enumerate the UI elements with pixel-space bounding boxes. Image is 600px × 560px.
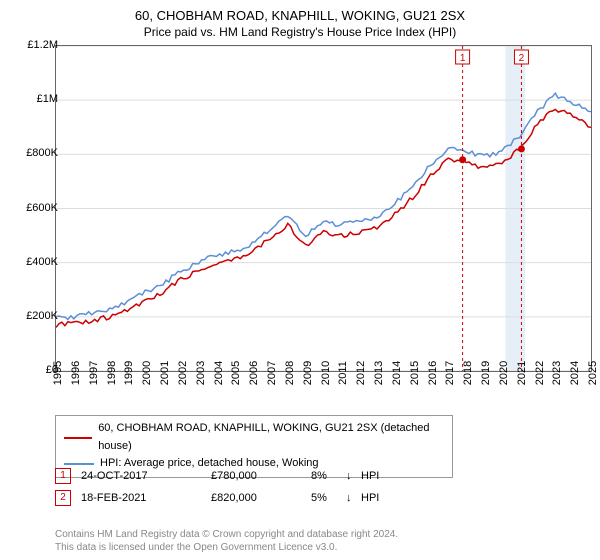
data-point-row: 2 18-FEB-2021 £820,000 5% ↓ HPI <box>55 490 379 506</box>
data-point-suffix: HPI <box>361 492 379 504</box>
plot-area: 12 <box>55 45 592 372</box>
legend-swatch <box>64 437 92 439</box>
down-arrow-icon: ↓ <box>346 470 361 482</box>
chart-container: 60, CHOBHAM ROAD, KNAPHILL, WOKING, GU21… <box>0 0 600 560</box>
data-point-table: 1 24-OCT-2017 £780,000 8% ↓ HPI 2 18-FEB… <box>55 462 379 506</box>
data-point-row: 1 24-OCT-2017 £780,000 8% ↓ HPI <box>55 468 379 484</box>
data-point-pct: 8% <box>311 470 346 482</box>
footer-line: This data is licensed under the Open Gov… <box>55 541 398 554</box>
data-point-price: £820,000 <box>211 492 311 504</box>
marker-badge: 2 <box>55 490 71 506</box>
down-arrow-icon: ↓ <box>346 492 361 504</box>
svg-text:1: 1 <box>460 53 466 64</box>
data-point-suffix: HPI <box>361 470 379 482</box>
svg-text:2: 2 <box>519 53 525 64</box>
data-point-price: £780,000 <box>211 470 311 482</box>
legend-label: 60, CHOBHAM ROAD, KNAPHILL, WOKING, GU21… <box>98 420 444 455</box>
data-point-date: 18-FEB-2021 <box>81 492 211 504</box>
data-point-date: 24-OCT-2017 <box>81 470 211 482</box>
chart-title: 60, CHOBHAM ROAD, KNAPHILL, WOKING, GU21… <box>0 0 600 23</box>
legend-row: 60, CHOBHAM ROAD, KNAPHILL, WOKING, GU21… <box>64 420 444 455</box>
marker-badge: 1 <box>55 468 71 484</box>
footer-line: Contains HM Land Registry data © Crown c… <box>55 528 398 541</box>
chart-subtitle: Price paid vs. HM Land Registry's House … <box>0 23 600 39</box>
footer-attribution: Contains HM Land Registry data © Crown c… <box>55 528 398 554</box>
data-point-pct: 5% <box>311 492 346 504</box>
